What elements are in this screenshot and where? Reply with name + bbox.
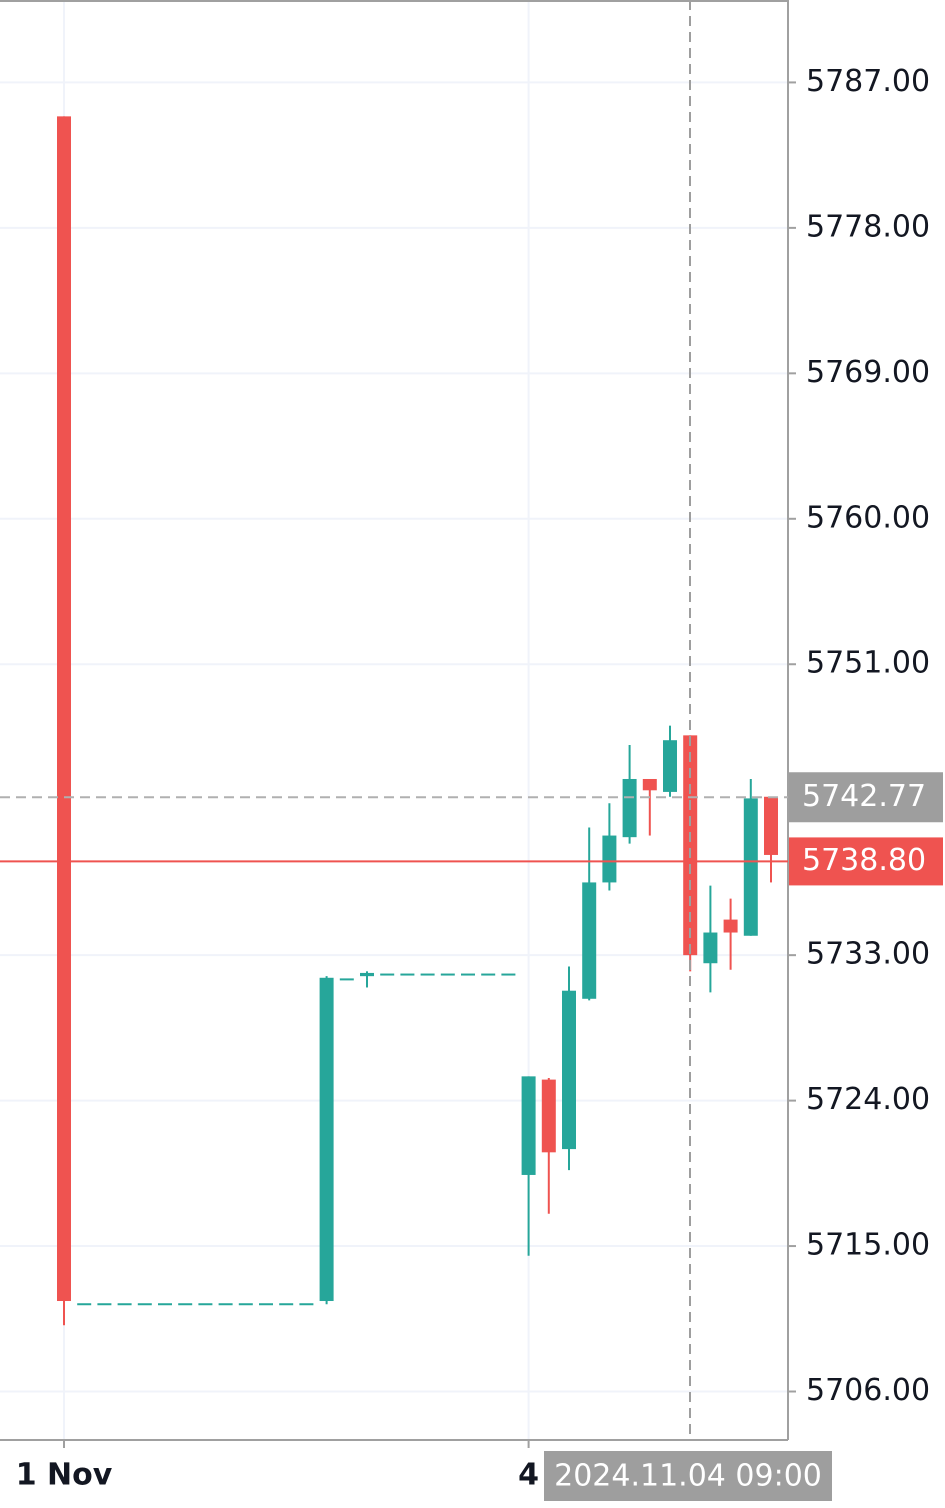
candle-body (622, 778, 637, 838)
candle-body (339, 978, 354, 981)
candle-body (703, 932, 718, 964)
candle-body (562, 990, 576, 1150)
candle-body (178, 1303, 193, 1306)
x-tick-label: 4 (518, 1458, 539, 1493)
candle-body (380, 973, 395, 976)
candle-body (97, 1303, 112, 1306)
y-tick-label: 5706.00 (806, 1373, 930, 1408)
candle-body (743, 798, 758, 936)
candle-body (198, 1303, 213, 1306)
y-tick-label: 5715.00 (806, 1228, 930, 1263)
candle-body (501, 973, 516, 976)
x-tick-label: 1 Nov (16, 1458, 113, 1493)
crosshair-time: 2024.11.04 09:00 (554, 1459, 822, 1494)
candle-body (158, 1303, 172, 1306)
candle-body (279, 1303, 294, 1306)
candle-body (360, 972, 374, 977)
labels: 5706.00 5715.00 5724.00 5733.00 5751.00 5760.… (0, 64, 943, 1493)
last-price-box (789, 837, 943, 886)
candle-body (541, 1079, 556, 1153)
candle-body (259, 1303, 273, 1306)
candle-body (582, 882, 597, 999)
y-tick-label: 5724.00 (806, 1082, 930, 1117)
y-tick-label: 5760.00 (806, 500, 930, 535)
candle-body (461, 973, 475, 976)
candle-body (319, 977, 334, 1302)
candle-body (683, 735, 698, 956)
candle-body (57, 116, 71, 1302)
candle-body (642, 778, 657, 791)
candle-body (521, 1076, 536, 1175)
candle-body (440, 973, 455, 976)
candle-body (238, 1303, 253, 1306)
candle-body (481, 973, 496, 976)
candle-body (723, 919, 738, 933)
y-tick-label: 5778.00 (806, 209, 930, 244)
candles (57, 116, 778, 1326)
y-tick-label: 5733.00 (806, 937, 930, 972)
candle-body (400, 973, 415, 976)
candle-body (77, 1303, 92, 1306)
candle-body (218, 1303, 233, 1306)
candle-body (663, 740, 677, 792)
crosshair-price-label: 5742.77 (802, 779, 926, 814)
candle-body (117, 1303, 132, 1306)
last-price-label: 5738.80 (802, 843, 926, 878)
crosshair-time-box (544, 1451, 832, 1501)
candle-body (764, 796, 778, 855)
candle-body (602, 835, 617, 883)
candle-body (137, 1303, 152, 1306)
crosshair-price-box (789, 772, 943, 823)
candle-body (420, 973, 435, 976)
grid (0, 0, 788, 1440)
y-tick-label: 5751.00 (806, 646, 930, 681)
candle-body (299, 1303, 314, 1306)
y-tick-label: 5769.00 (806, 355, 930, 390)
y-tick-label: 5787.00 (806, 64, 930, 99)
